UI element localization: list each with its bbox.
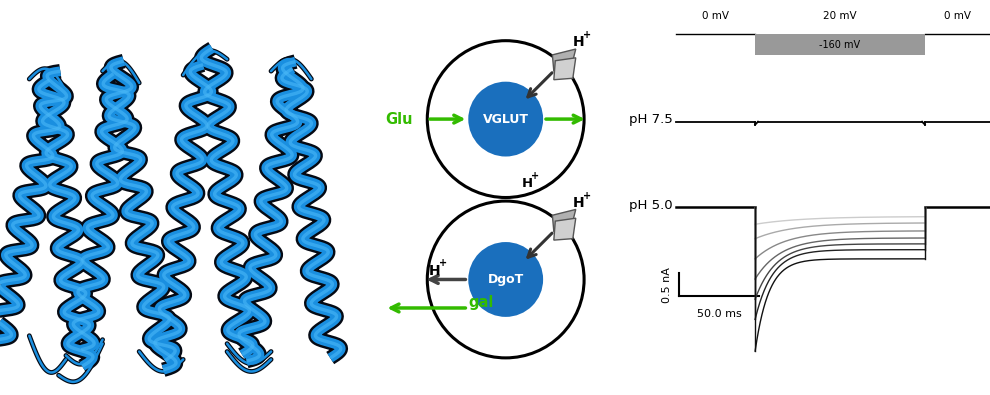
- Circle shape: [468, 82, 544, 156]
- Text: H: H: [429, 263, 441, 278]
- Text: 20 mV: 20 mV: [824, 11, 857, 21]
- Text: H: H: [522, 177, 533, 190]
- Text: H: H: [573, 35, 585, 49]
- Text: Glu: Glu: [385, 112, 413, 126]
- Polygon shape: [553, 58, 576, 80]
- Text: 0.5 nA: 0.5 nA: [662, 267, 672, 303]
- Text: 50.0 ms: 50.0 ms: [697, 309, 742, 320]
- Text: +: +: [583, 190, 591, 201]
- Text: -160 mV: -160 mV: [820, 40, 860, 50]
- Text: VGLUT: VGLUT: [483, 113, 529, 126]
- Text: 0 mV: 0 mV: [944, 11, 971, 21]
- Text: DgoT: DgoT: [487, 273, 524, 286]
- Polygon shape: [553, 218, 576, 240]
- Text: +: +: [439, 258, 447, 269]
- Text: 0 mV: 0 mV: [702, 11, 729, 21]
- Circle shape: [468, 242, 544, 317]
- Bar: [755, 34, 925, 55]
- Polygon shape: [552, 49, 576, 72]
- Text: pH 5.0: pH 5.0: [629, 199, 672, 212]
- Text: gal: gal: [468, 295, 494, 310]
- Polygon shape: [552, 209, 576, 233]
- Text: H: H: [573, 196, 585, 210]
- Text: +: +: [583, 30, 591, 40]
- Text: +: +: [531, 171, 539, 181]
- Text: pH 7.5: pH 7.5: [629, 113, 672, 126]
